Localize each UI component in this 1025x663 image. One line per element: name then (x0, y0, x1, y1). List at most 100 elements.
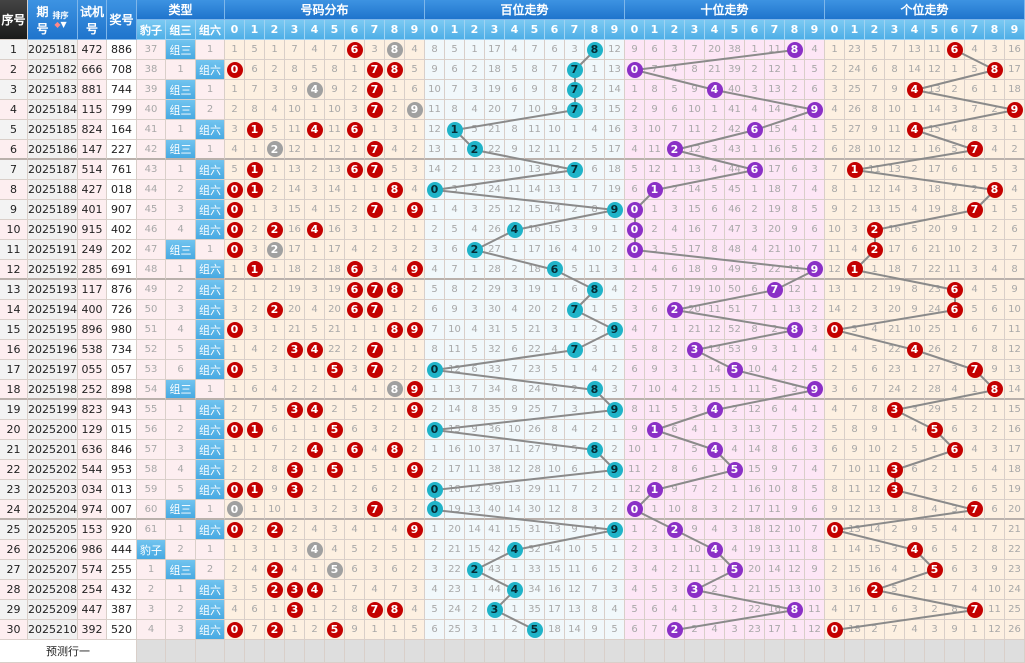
predict-cell[interactable] (505, 640, 525, 663)
tens-hit-ball: 9 (806, 381, 823, 397)
predict-cell[interactable] (905, 640, 925, 663)
sort-label[interactable]: 排序 (52, 10, 69, 20)
distribution-cell: 3 (385, 240, 405, 260)
row-issue[interactable]: 2025192 (28, 260, 78, 280)
predict-cell[interactable] (665, 640, 685, 663)
hundreds-cell: 9 (425, 60, 445, 80)
predict-cell[interactable] (765, 640, 785, 663)
predict-cell[interactable] (345, 640, 365, 663)
row-issue[interactable]: 2025183 (28, 80, 78, 100)
predict-cell[interactable] (705, 640, 725, 663)
predict-cell[interactable] (385, 640, 405, 663)
predict-cell[interactable] (945, 640, 965, 663)
row-issue[interactable]: 2025194 (28, 300, 78, 320)
row-issue[interactable]: 2025202 (28, 460, 78, 480)
distribution-cell: 7 (365, 200, 385, 220)
predict-cell[interactable] (985, 640, 1005, 663)
units-cell: 28 (925, 380, 945, 400)
row-issue[interactable]: 2025187 (28, 160, 78, 180)
header-issue[interactable]: 期号排序 ◆▼ (28, 0, 78, 40)
predict-cell[interactable] (445, 640, 465, 663)
row-issue[interactable]: 2025191 (28, 240, 78, 260)
row-issue[interactable]: 2025207 (28, 560, 78, 580)
header-distribution-digit: 8 (385, 20, 405, 40)
row-issue[interactable]: 2025181 (28, 40, 78, 60)
predict-cell[interactable] (325, 640, 345, 663)
predict-cell[interactable] (925, 640, 945, 663)
row-issue[interactable]: 2025189 (28, 200, 78, 220)
predict-cell[interactable] (845, 640, 865, 663)
distribution-cell: 1 (245, 180, 265, 200)
predict-cell[interactable] (825, 640, 845, 663)
hundreds-cell: 4 (505, 300, 525, 320)
predict-cell[interactable] (1005, 640, 1025, 663)
row-issue[interactable]: 2025199 (28, 400, 78, 420)
predict-cell[interactable] (465, 640, 485, 663)
distribution-cell: 1 (365, 620, 385, 640)
row-issue[interactable]: 2025188 (28, 180, 78, 200)
predict-cell[interactable] (545, 640, 565, 663)
type-omission: 3 (166, 300, 196, 320)
hundreds-cell: 2 (505, 260, 525, 280)
predict-cell[interactable] (685, 640, 705, 663)
predict-cell[interactable] (885, 640, 905, 663)
units-cell: 8 (965, 120, 985, 140)
predict-cell[interactable] (745, 640, 765, 663)
type-hit-2: 组六 (196, 440, 225, 460)
predict-cell[interactable] (605, 640, 625, 663)
row-issue[interactable]: 2025200 (28, 420, 78, 440)
row-issue[interactable]: 2025203 (28, 480, 78, 500)
distribution-cell: 4 (305, 120, 325, 140)
row-issue[interactable]: 2025197 (28, 360, 78, 380)
predict-cell[interactable] (725, 640, 745, 663)
row-issue[interactable]: 2025204 (28, 500, 78, 520)
predict-cell[interactable] (137, 640, 166, 663)
tens-cell: 2 (645, 220, 665, 240)
predict-cell[interactable] (585, 640, 605, 663)
units-cell: 16 (925, 140, 945, 160)
row-issue[interactable]: 2025182 (28, 60, 78, 80)
predict-cell[interactable] (166, 640, 196, 663)
row-issue[interactable]: 2025185 (28, 120, 78, 140)
row-issue[interactable]: 2025210 (28, 620, 78, 640)
distribution-cell: 1 (385, 620, 405, 640)
tens-cell: 5 (645, 280, 665, 300)
tens-cell: 8 (625, 400, 645, 420)
row-issue[interactable]: 2025193 (28, 280, 78, 300)
predict-cell[interactable] (645, 640, 665, 663)
predict-cell[interactable] (525, 640, 545, 663)
predict-cell[interactable] (785, 640, 805, 663)
predict-cell[interactable] (285, 640, 305, 663)
sort-arrows-icon[interactable]: ◆▼ (54, 19, 67, 29)
units-cell: 15 (925, 120, 945, 140)
row-issue[interactable]: 2025196 (28, 340, 78, 360)
predict-cell[interactable] (196, 640, 225, 663)
predict-cell[interactable] (865, 640, 885, 663)
predict-cell[interactable] (485, 640, 505, 663)
row-issue[interactable]: 2025198 (28, 380, 78, 400)
type-omission: 46 (137, 220, 166, 240)
predict-cell[interactable] (405, 640, 425, 663)
predict-cell[interactable] (245, 640, 265, 663)
row-issue[interactable]: 2025195 (28, 320, 78, 340)
distribution-cell: 1 (285, 620, 305, 640)
predict-cell[interactable] (365, 640, 385, 663)
predict-cell[interactable] (805, 640, 825, 663)
row-issue[interactable]: 2025206 (28, 540, 78, 560)
row-issue[interactable]: 2025184 (28, 100, 78, 120)
row-issue[interactable]: 2025201 (28, 440, 78, 460)
predict-cell[interactable] (425, 640, 445, 663)
predict-cell[interactable] (225, 640, 245, 663)
row-issue[interactable]: 2025208 (28, 580, 78, 600)
predict-cell[interactable] (565, 640, 585, 663)
distribution-cell: 18 (285, 260, 305, 280)
row-issue[interactable]: 2025190 (28, 220, 78, 240)
row-issue[interactable]: 2025186 (28, 140, 78, 160)
row-issue[interactable]: 2025205 (28, 520, 78, 540)
predict-cell[interactable] (265, 640, 285, 663)
predict-cell[interactable] (965, 640, 985, 663)
tens-cell: 3 (665, 360, 685, 380)
predict-cell[interactable] (625, 640, 645, 663)
predict-cell[interactable] (305, 640, 325, 663)
row-issue[interactable]: 2025209 (28, 600, 78, 620)
